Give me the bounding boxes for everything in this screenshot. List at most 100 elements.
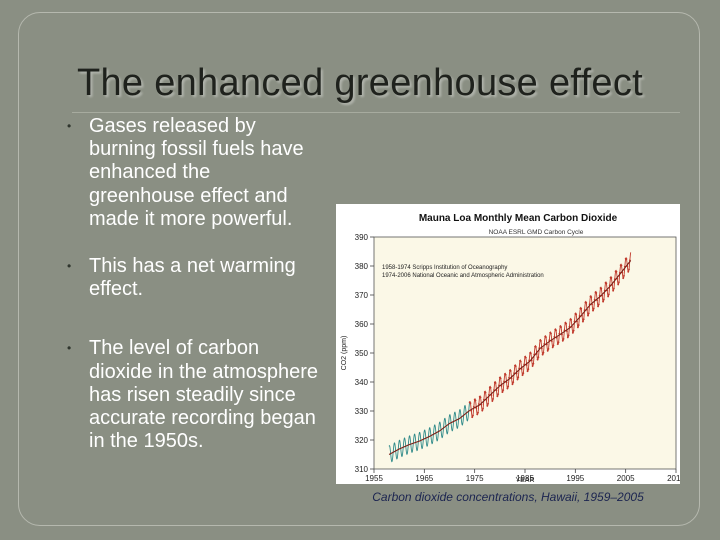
x-tick-label: 1995	[566, 474, 584, 483]
data-point	[511, 383, 514, 386]
data-point	[526, 370, 529, 373]
data-point	[514, 365, 517, 368]
data-point	[551, 346, 554, 349]
data-point	[524, 356, 527, 359]
x-tick-label: 1965	[415, 474, 433, 483]
chart-title: Mauna Loa Monthly Mean Carbon Dioxide	[419, 213, 618, 224]
data-point	[582, 318, 585, 321]
data-point	[566, 336, 569, 339]
data-point	[474, 399, 477, 402]
data-point	[562, 338, 565, 340]
data-point	[612, 289, 614, 292]
data-point	[580, 307, 583, 310]
bullet-item: • The level of carbon dioxide in the atmo…	[60, 337, 320, 453]
y-tick-label: 370	[355, 291, 369, 300]
data-point	[557, 341, 560, 344]
data-point	[602, 300, 604, 303]
data-point	[531, 365, 534, 367]
data-point	[517, 376, 520, 379]
data-point	[546, 349, 549, 352]
slide-frame	[18, 12, 700, 526]
data-point	[627, 270, 630, 273]
data-point	[470, 409, 473, 412]
data-point	[506, 387, 509, 390]
data-point	[494, 382, 497, 384]
x-tick-label: 2005	[617, 474, 635, 483]
data-point	[552, 344, 555, 347]
data-point	[507, 385, 510, 388]
chart-marks: 1955 1965 1975 1985 1995 2005 2015 310 320 330 340…	[355, 233, 680, 483]
bullet-text: Gases released by burning fossil fuels h…	[89, 115, 304, 230]
chart-caption: Carbon dioxide concentrations, Hawaii, 1…	[372, 490, 644, 504]
data-point	[592, 309, 594, 312]
data-point	[476, 413, 479, 416]
data-point	[617, 283, 620, 286]
chart-subtitle: NOAA ESRL GMD Carbon Cycle	[489, 229, 584, 236]
data-point	[502, 389, 505, 392]
data-point	[484, 391, 487, 394]
data-point	[592, 307, 595, 310]
data-point	[567, 334, 570, 337]
y-tick-label: 310	[355, 465, 369, 474]
data-point	[613, 287, 615, 290]
bullet-text: The level of carbon dioxide in the atmos…	[89, 337, 319, 453]
y-tick-label: 350	[355, 349, 369, 358]
data-point	[471, 416, 474, 419]
data-point	[587, 312, 590, 315]
bullet-text: This has a net warming effect.	[89, 255, 296, 301]
data-point	[600, 287, 603, 290]
data-point	[561, 339, 564, 342]
data-point	[628, 268, 630, 271]
data-point	[560, 326, 562, 328]
slide-title: The enhanced greenhouse effect	[76, 62, 644, 104]
data-point	[497, 393, 500, 396]
data-point	[535, 345, 537, 348]
data-point	[570, 318, 573, 321]
x-tick-label: 1955	[365, 474, 383, 483]
data-point	[472, 414, 474, 417]
data-point	[590, 296, 593, 298]
data-point	[610, 277, 613, 279]
co2-chart-svg: Mauna Loa Monthly Mean Carbon Dioxide NO…	[341, 213, 680, 484]
bullet-icon: •	[67, 119, 72, 133]
data-point	[516, 378, 519, 381]
data-point	[496, 395, 499, 398]
data-point	[545, 336, 547, 339]
legend-entry-noaa: 1974-2006 National Oceanic and Atmospher…	[382, 273, 544, 279]
trend-line-noaa	[469, 260, 632, 411]
data-point	[482, 407, 484, 410]
bullet-icon: •	[67, 341, 72, 356]
data-point	[521, 374, 524, 376]
data-point	[477, 403, 480, 405]
data-point	[492, 398, 495, 400]
data-point	[585, 301, 588, 304]
data-point	[618, 281, 620, 284]
y-tick-label: 390	[355, 233, 369, 242]
x-tick-label: 1975	[466, 474, 484, 483]
series-line-scripps	[388, 402, 471, 463]
data-point	[504, 373, 507, 376]
data-point	[527, 368, 530, 371]
data-point	[491, 400, 494, 402]
y-tick-label: 380	[355, 262, 369, 271]
co2-chart: Mauna Loa Monthly Mean Carbon Dioxide NO…	[336, 204, 680, 484]
data-point	[622, 277, 625, 280]
data-point	[587, 314, 589, 317]
x-tick-label: 2015	[667, 474, 680, 483]
data-point	[501, 391, 504, 393]
data-point	[486, 404, 489, 407]
data-point	[597, 305, 599, 308]
data-point	[576, 326, 579, 329]
data-point	[499, 377, 502, 380]
bullet-item: • Gases released by burning fossil fuels …	[60, 115, 320, 231]
data-point	[532, 362, 535, 365]
x-axis-label: YEAR	[515, 477, 534, 484]
data-point	[581, 320, 584, 323]
data-point	[556, 343, 559, 346]
data-point	[487, 402, 489, 405]
y-tick-label: 360	[355, 320, 369, 329]
data-point	[540, 340, 542, 342]
data-point	[607, 293, 610, 296]
data-point	[555, 329, 557, 332]
